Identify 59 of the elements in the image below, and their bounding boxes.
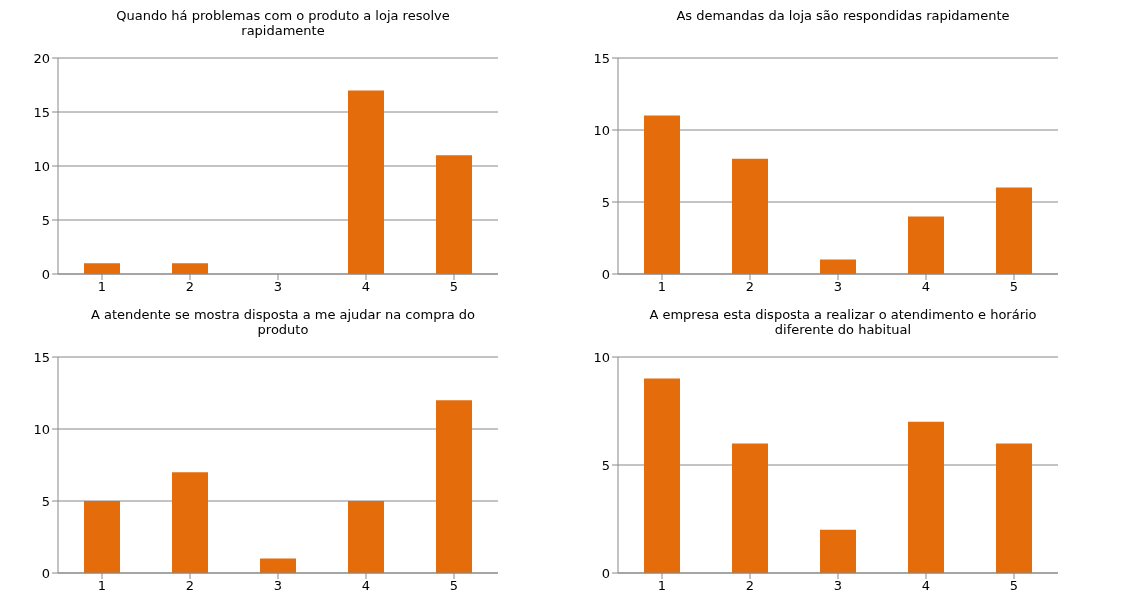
x-tick-label: 2 (745, 578, 755, 594)
bar (84, 501, 120, 573)
bar (908, 216, 944, 274)
bar (820, 529, 856, 573)
bar (436, 400, 472, 573)
y-tick-label: 15 (33, 104, 50, 120)
x-tick-label: 5 (1009, 279, 1019, 295)
bar (732, 158, 768, 274)
bar (84, 263, 120, 274)
x-tick-label: 4 (921, 578, 931, 594)
x-tick-label: 1 (97, 279, 107, 295)
x-tick-label: 1 (657, 279, 667, 295)
chart-title: A empresa esta disposta a realizar o atendimento e horário diferente do habitual (648, 307, 1038, 339)
bar (348, 501, 384, 573)
x-tick-label: 2 (185, 578, 195, 594)
x-tick-label: 1 (657, 578, 667, 594)
y-tick-label: 10 (593, 349, 610, 365)
bar (172, 263, 208, 274)
y-tick-label: 20 (33, 50, 50, 66)
y-tick-label: 0 (41, 565, 50, 581)
chart-title: A atendente se mostra disposta a me ajudar na compra do produto (89, 307, 477, 339)
y-tick-label: 5 (41, 493, 50, 509)
y-tick-label: 5 (601, 457, 610, 473)
bar (908, 421, 944, 573)
y-tick-label: 5 (601, 194, 610, 210)
x-tick-label: 3 (273, 279, 283, 295)
x-tick-label: 5 (449, 279, 459, 295)
y-tick-label: 0 (41, 266, 50, 282)
x-tick-label: 3 (273, 578, 283, 594)
bar (732, 443, 768, 573)
chart-title: Quando há problemas com o produto a loja resolve rapidamente (115, 8, 451, 40)
x-tick-label: 3 (833, 279, 843, 295)
x-tick-label: 2 (745, 279, 755, 295)
x-tick-label: 5 (1009, 578, 1019, 594)
x-tick-label: 1 (97, 578, 107, 594)
x-tick-label: 2 (185, 279, 195, 295)
y-tick-label: 10 (33, 421, 50, 437)
chart-title: As demandas da loja são respondidas rapidamente (675, 8, 1011, 25)
y-tick-label: 15 (593, 50, 610, 66)
bar (172, 472, 208, 573)
bar (820, 259, 856, 274)
y-tick-label: 10 (33, 158, 50, 174)
bar (644, 115, 680, 274)
y-tick-label: 0 (601, 266, 610, 282)
x-tick-label: 4 (921, 279, 931, 295)
x-tick-label: 4 (361, 578, 371, 594)
bar (644, 378, 680, 573)
y-tick-label: 10 (593, 122, 610, 138)
y-tick-label: 15 (33, 349, 50, 365)
y-tick-label: 5 (41, 212, 50, 228)
bar (996, 187, 1032, 274)
bar (436, 155, 472, 274)
bar (260, 558, 296, 573)
x-tick-label: 3 (833, 578, 843, 594)
bar (996, 443, 1032, 573)
y-tick-label: 0 (601, 565, 610, 581)
bar (348, 90, 384, 274)
x-tick-label: 4 (361, 279, 371, 295)
x-tick-label: 5 (449, 578, 459, 594)
